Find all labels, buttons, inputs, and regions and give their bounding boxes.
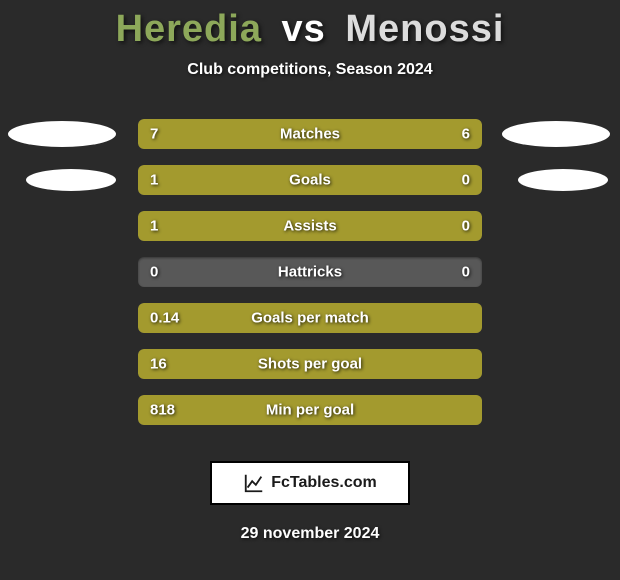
stat-row: Goals per match0.14 bbox=[0, 295, 620, 341]
stat-row: Shots per goal16 bbox=[0, 341, 620, 387]
subtitle: Club competitions, Season 2024 bbox=[0, 61, 620, 79]
stat-bar-left-fill bbox=[138, 119, 324, 149]
stat-left-value: 0.14 bbox=[150, 310, 179, 327]
placeholder-ellipse bbox=[26, 169, 116, 191]
stat-left-value: 0 bbox=[150, 264, 158, 281]
stat-bar-track bbox=[138, 395, 482, 425]
placeholder-ellipse bbox=[518, 169, 608, 191]
stat-bar-track bbox=[138, 165, 482, 195]
placeholder-ellipse bbox=[502, 121, 610, 147]
stat-left-value: 16 bbox=[150, 356, 167, 373]
stat-row: Goals10 bbox=[0, 157, 620, 203]
brand-text: FcTables.com bbox=[271, 474, 377, 492]
stat-row: Assists10 bbox=[0, 203, 620, 249]
stat-bar-track bbox=[138, 211, 482, 241]
chart-icon bbox=[243, 472, 265, 494]
brand-badge: FcTables.com bbox=[210, 461, 410, 505]
stat-bar-track bbox=[138, 303, 482, 333]
stat-bar-left-fill bbox=[138, 395, 482, 425]
page-title: Heredia vs Menossi bbox=[0, 0, 620, 51]
player2-name: Menossi bbox=[345, 8, 504, 50]
stats-chart: Matches76Goals10Assists10Hattricks00Goal… bbox=[0, 111, 620, 433]
stat-left-value: 1 bbox=[150, 172, 158, 189]
stat-bar-track bbox=[138, 349, 482, 379]
comparison-infographic: Heredia vs Menossi Club competitions, Se… bbox=[0, 0, 620, 580]
stat-row: Hattricks00 bbox=[0, 249, 620, 295]
player1-name: Heredia bbox=[116, 8, 262, 50]
stat-left-value: 818 bbox=[150, 402, 175, 419]
vs-text: vs bbox=[282, 8, 326, 50]
stat-left-value: 7 bbox=[150, 126, 158, 143]
stat-bar-right-fill bbox=[324, 119, 482, 149]
stat-right-value: 6 bbox=[462, 126, 470, 143]
placeholder-ellipse bbox=[8, 121, 116, 147]
stat-left-value: 1 bbox=[150, 218, 158, 235]
stat-bar-track bbox=[138, 119, 482, 149]
date-text: 29 november 2024 bbox=[0, 525, 620, 543]
stat-right-value: 0 bbox=[462, 172, 470, 189]
stat-right-value: 0 bbox=[462, 264, 470, 281]
stat-bar-left-fill bbox=[138, 349, 482, 379]
stat-right-value: 0 bbox=[462, 218, 470, 235]
stat-bar-left-fill bbox=[138, 303, 482, 333]
stat-bar-left-fill bbox=[138, 165, 399, 195]
stat-bar-left-fill bbox=[138, 211, 399, 241]
stat-row: Min per goal818 bbox=[0, 387, 620, 433]
stat-bar-track bbox=[138, 257, 482, 287]
stat-row: Matches76 bbox=[0, 111, 620, 157]
